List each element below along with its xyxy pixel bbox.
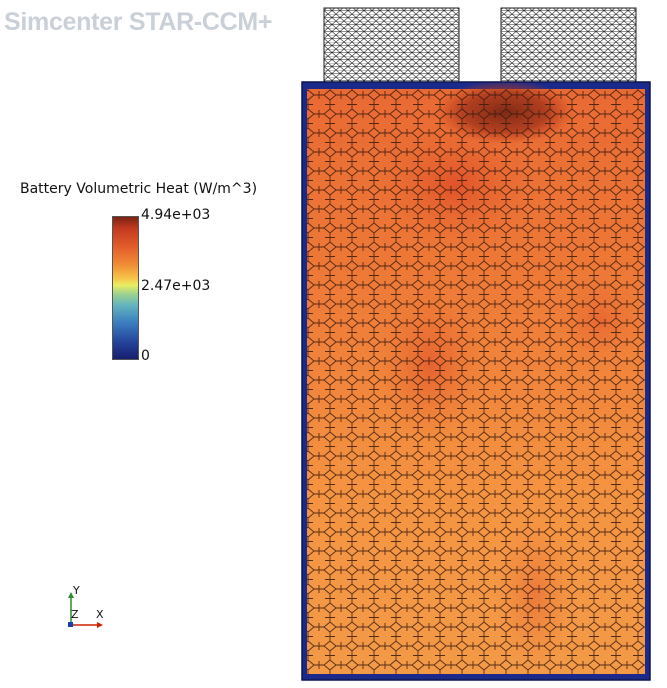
app-title: Simcenter STAR-CCM+ (4, 8, 273, 36)
battery-cell-body (301, 80, 651, 681)
z-axis-label: Z (71, 608, 79, 621)
y-axis-label: Y (72, 584, 80, 597)
terminal-tab-right (500, 7, 637, 85)
y-axis-arrow (68, 592, 74, 598)
terminal-tab-left (323, 7, 460, 85)
legend-mid-label: 2.47e+03 (141, 278, 211, 294)
axis-triad: Y Z X (68, 584, 104, 628)
legend-title: Battery Volumetric Heat (W/m^3) (20, 181, 258, 197)
x-axis-label: X (96, 608, 104, 621)
z-axis-marker (68, 622, 73, 627)
colorbar (112, 216, 139, 360)
legend-min-label: 0 (141, 348, 150, 364)
x-axis-arrow (97, 622, 103, 628)
legend-max-label: 4.94e+03 (141, 207, 211, 223)
